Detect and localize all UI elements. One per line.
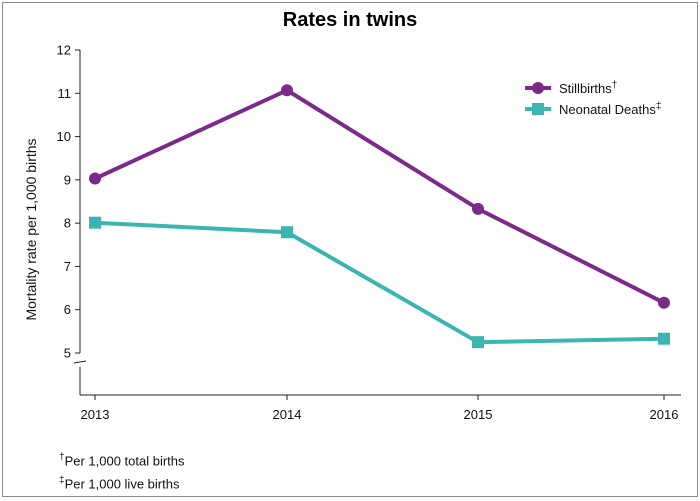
x-tick-label: 2013: [81, 407, 110, 422]
series-1-point: [89, 172, 101, 185]
chart-svg: 5 6 7 8 9 10 11 12 2013 2014 2015 2016 Mortality rat…: [23, 43, 681, 422]
series-2-point: [89, 216, 101, 229]
y-tick-label: 8: [64, 216, 71, 231]
legend-label-2: Neonatal Deaths‡: [559, 101, 661, 117]
legend-marker-1: [532, 82, 544, 94]
footnote-2-text: Per 1,000 live births: [64, 476, 180, 492]
y-tick-label: 5: [64, 346, 71, 361]
y-tick-label: 10: [57, 129, 71, 144]
x-tick-label: 2014: [273, 407, 302, 422]
footnote-1-text: Per 1,000 total births: [64, 453, 185, 469]
series-line-2: [94, 220, 665, 345]
x-tick-label: 2015: [464, 407, 493, 422]
series-2-point: [281, 226, 293, 239]
y-tick-label: 12: [57, 43, 71, 58]
footnote-1: †Per 1,000 total births: [59, 448, 185, 471]
footnotes: †Per 1,000 total births ‡Per 1,000 live …: [59, 448, 185, 495]
y-tick-label: 7: [64, 259, 71, 274]
x-tick-label: 2016: [650, 407, 679, 422]
y-tick-label: 11: [58, 86, 72, 101]
y-axis-break-mark: [73, 360, 87, 364]
series-1-point: [281, 84, 293, 97]
series-2-point: [472, 336, 484, 349]
legend-marker-2: [532, 103, 544, 115]
legend-label-1: Stillbirths†: [559, 80, 617, 96]
series-2-point: [658, 332, 670, 345]
series-line-1: [94, 88, 665, 305]
y-axis-label: Mortality rate per 1,000 births: [23, 138, 39, 320]
series-1-point: [472, 202, 484, 215]
chart-title: Rates in twins: [282, 9, 418, 31]
footnote-2: ‡Per 1,000 live births: [59, 471, 185, 494]
footnote-1-mark: †: [59, 452, 65, 463]
series-1-point: [658, 296, 670, 309]
y-tick-label: 6: [64, 302, 71, 317]
footnote-2-mark: ‡: [59, 475, 65, 487]
y-tick-label: 9: [64, 172, 71, 187]
